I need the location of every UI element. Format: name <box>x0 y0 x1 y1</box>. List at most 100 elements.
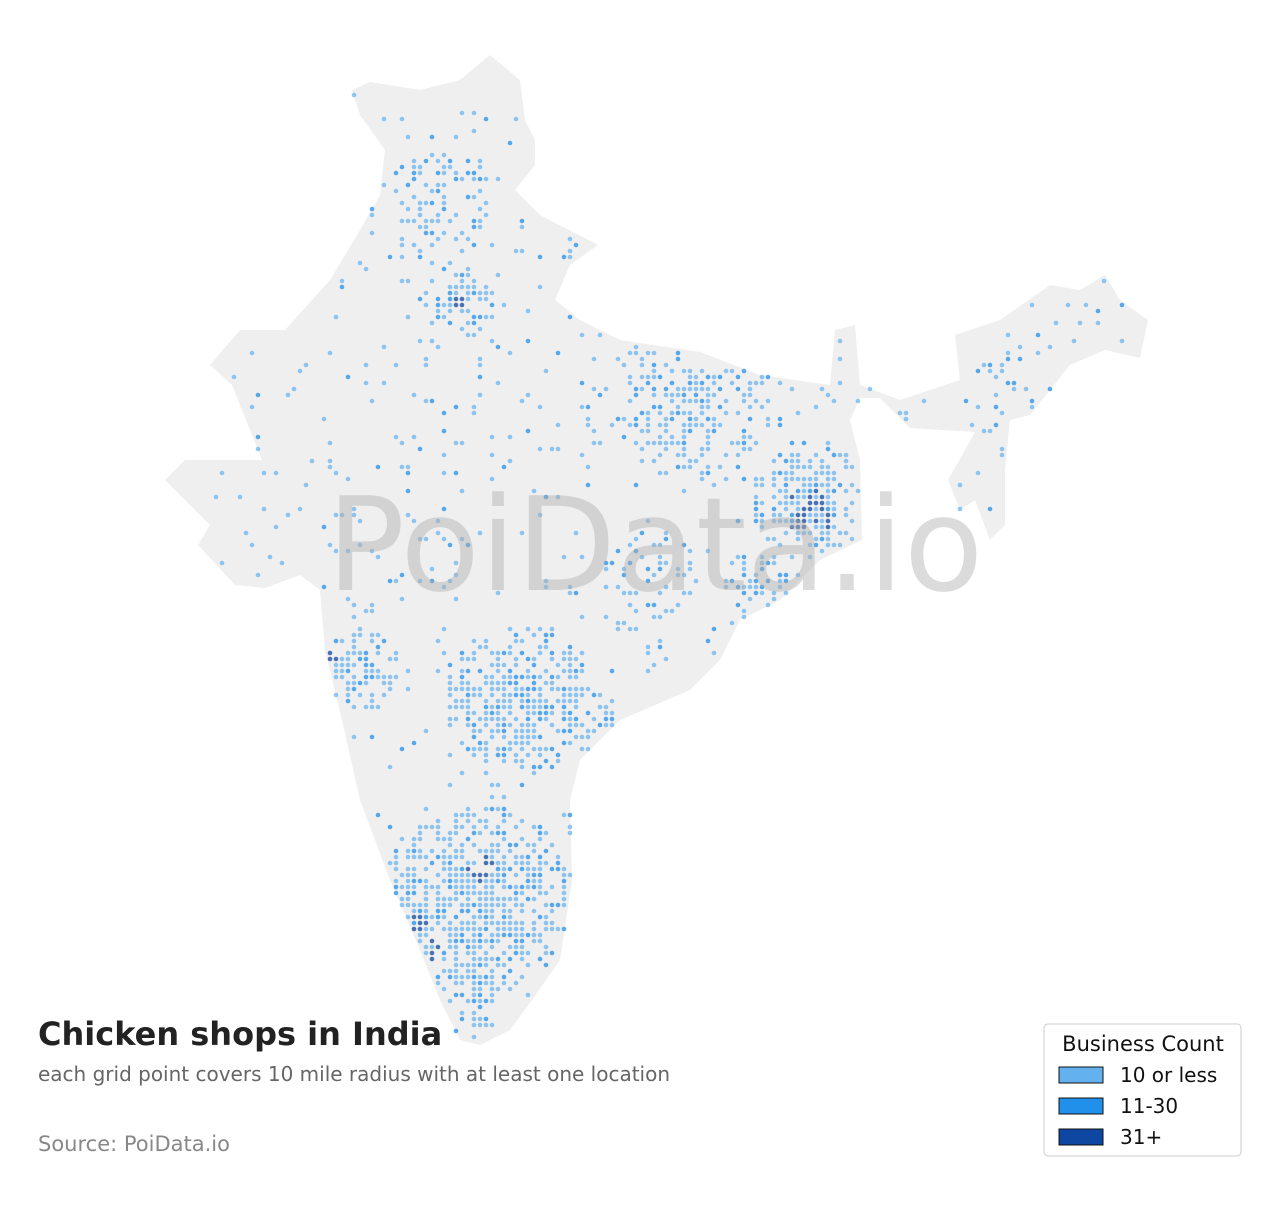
grid-point <box>525 950 531 956</box>
grid-point <box>483 914 489 920</box>
grid-point <box>675 392 681 398</box>
grid-point <box>633 350 639 356</box>
grid-point <box>477 1022 483 1028</box>
grid-point <box>813 518 819 524</box>
grid-point <box>1035 332 1041 338</box>
grid-point <box>495 686 501 692</box>
grid-point <box>681 440 687 446</box>
grid-point <box>471 932 477 938</box>
grid-point <box>501 920 507 926</box>
grid-point <box>531 824 537 830</box>
grid-point <box>405 134 411 140</box>
grid-point <box>681 410 687 416</box>
grid-point <box>465 332 471 338</box>
grid-point <box>675 410 681 416</box>
grid-point <box>489 242 495 248</box>
grid-point <box>387 578 393 584</box>
grid-point <box>447 830 453 836</box>
grid-point <box>453 290 459 296</box>
grid-point <box>465 716 471 722</box>
grid-point <box>711 380 717 386</box>
grid-point <box>825 476 831 482</box>
grid-point <box>357 260 363 266</box>
grid-point <box>507 812 513 818</box>
grid-point <box>555 674 561 680</box>
grid-point <box>759 374 765 380</box>
grid-point <box>501 674 507 680</box>
grid-point <box>477 974 483 980</box>
grid-point <box>411 908 417 914</box>
grid-point <box>453 884 459 890</box>
grid-point <box>741 392 747 398</box>
grid-point <box>765 416 771 422</box>
grid-point <box>465 950 471 956</box>
grid-point <box>561 890 567 896</box>
grid-point <box>717 386 723 392</box>
grid-point <box>663 446 669 452</box>
grid-point <box>381 380 387 386</box>
grid-point <box>759 500 765 506</box>
grid-point <box>561 668 567 674</box>
grid-point <box>717 422 723 428</box>
grid-point <box>465 320 471 326</box>
grid-point <box>789 476 795 482</box>
grid-point <box>429 824 435 830</box>
grid-point <box>495 842 501 848</box>
grid-point <box>1083 302 1089 308</box>
grid-point <box>501 794 507 800</box>
grid-point <box>507 674 513 680</box>
grid-point <box>435 908 441 914</box>
grid-point <box>495 698 501 704</box>
grid-point <box>645 374 651 380</box>
grid-point <box>705 464 711 470</box>
grid-point <box>369 230 375 236</box>
grid-point <box>363 650 369 656</box>
grid-point <box>657 560 663 566</box>
grid-point <box>423 920 429 926</box>
grid-point <box>573 692 579 698</box>
grid-point <box>459 248 465 254</box>
grid-point <box>477 530 483 536</box>
grid-point <box>369 698 375 704</box>
grid-point <box>387 824 393 830</box>
grid-point <box>495 272 501 278</box>
grid-point <box>471 968 477 974</box>
grid-point <box>477 314 483 320</box>
grid-point <box>693 374 699 380</box>
grid-point <box>801 482 807 488</box>
grid-point <box>723 368 729 374</box>
grid-point <box>471 1034 477 1040</box>
grid-point <box>495 932 501 938</box>
grid-point <box>531 680 537 686</box>
grid-point <box>795 524 801 530</box>
grid-point <box>579 332 585 338</box>
grid-point <box>603 566 609 572</box>
grid-point <box>513 824 519 830</box>
grid-point <box>765 422 771 428</box>
grid-point <box>675 404 681 410</box>
grid-point <box>411 884 417 890</box>
grid-point <box>531 884 537 890</box>
grid-point <box>489 944 495 950</box>
grid-point <box>537 644 543 650</box>
grid-point <box>447 308 453 314</box>
grid-point <box>519 908 525 914</box>
grid-point <box>495 752 501 758</box>
grid-point <box>489 878 495 884</box>
grid-point <box>645 416 651 422</box>
grid-point <box>447 860 453 866</box>
grid-point <box>825 470 831 476</box>
grid-point <box>441 914 447 920</box>
grid-point <box>501 818 507 824</box>
grid-point <box>471 710 477 716</box>
grid-point <box>537 254 543 260</box>
grid-point <box>435 914 441 920</box>
grid-point <box>351 92 357 98</box>
grid-point <box>585 728 591 734</box>
grid-point <box>555 902 561 908</box>
grid-point <box>819 470 825 476</box>
grid-point <box>831 512 837 518</box>
grid-point <box>531 746 537 752</box>
grid-point <box>537 284 543 290</box>
grid-point <box>711 482 717 488</box>
